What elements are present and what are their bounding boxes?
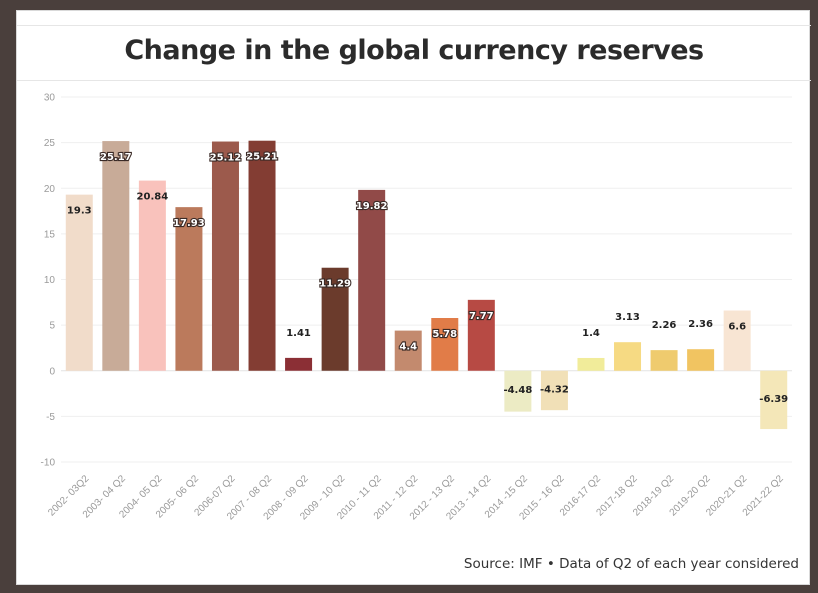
value-label: 1.41 (286, 328, 311, 339)
bar (102, 141, 130, 371)
bar (650, 350, 678, 371)
bar (723, 310, 751, 371)
gridlines (61, 96, 792, 463)
value-label: -4.32 (540, 384, 569, 395)
y-tick-label: 15 (44, 229, 56, 240)
value-label: 11.29 (319, 279, 351, 290)
bar (248, 140, 276, 371)
bar (65, 194, 93, 371)
bar (540, 370, 568, 411)
value-labels: 19.3 25.17 20.84 17.93 25.12 25.21 1.41 11.29 19… (67, 151, 788, 405)
bar-chart: 30 25 20 15 10 5 0 -5 -10 19.3 25.17 20.84 17.93 25.… (41, 93, 792, 522)
value-label: -4.48 (503, 385, 532, 396)
value-label: 25.17 (100, 152, 132, 163)
value-label: 17.93 (173, 218, 205, 229)
title-divider-bottom (17, 80, 811, 81)
value-label: 19.82 (356, 201, 388, 212)
value-label: 2.26 (652, 320, 677, 331)
value-label: 4.4 (399, 342, 417, 353)
value-label: 20.84 (137, 192, 169, 203)
value-label: 6.6 (728, 322, 746, 333)
bar (577, 357, 605, 371)
y-tick-label: 0 (49, 366, 55, 377)
bar (138, 180, 166, 371)
bar (358, 189, 386, 371)
value-label: 25.12 (210, 153, 242, 164)
y-tick-label: 25 (44, 138, 56, 149)
bar (431, 318, 459, 371)
y-tick-label: -5 (46, 412, 55, 423)
value-label: 3.13 (615, 312, 640, 323)
value-label: 25.21 (246, 152, 278, 163)
y-tick-label: 20 (44, 184, 56, 195)
y-tick-label: 10 (44, 275, 56, 286)
bar (175, 207, 203, 371)
bar (760, 370, 788, 430)
bars (65, 140, 788, 430)
y-tick-label: 5 (49, 321, 55, 332)
value-label: 1.4 (582, 328, 600, 339)
y-axis-ticks: 30 25 20 15 10 5 0 -5 -10 (41, 93, 56, 469)
value-label: 19.3 (67, 206, 92, 217)
value-label: 5.78 (432, 329, 457, 340)
bar (687, 349, 715, 371)
bar (504, 370, 532, 412)
chart-title: Change in the global currency reserves (124, 35, 704, 66)
bar (467, 299, 495, 371)
bar (394, 330, 422, 371)
value-label: -6.39 (759, 394, 788, 405)
chart-frame: Change in the global currency reserves 3… (16, 10, 811, 585)
source-note: Source: IMF • Data of Q2 of each year co… (463, 556, 799, 572)
y-tick-label: -10 (41, 458, 56, 469)
value-label: 2.36 (688, 319, 713, 330)
bar (285, 357, 313, 371)
title-divider-top (17, 25, 811, 26)
value-label: 7.77 (469, 311, 494, 322)
bar (321, 267, 349, 371)
y-tick-label: 30 (44, 93, 56, 104)
bar (211, 141, 239, 371)
bar (614, 342, 642, 371)
